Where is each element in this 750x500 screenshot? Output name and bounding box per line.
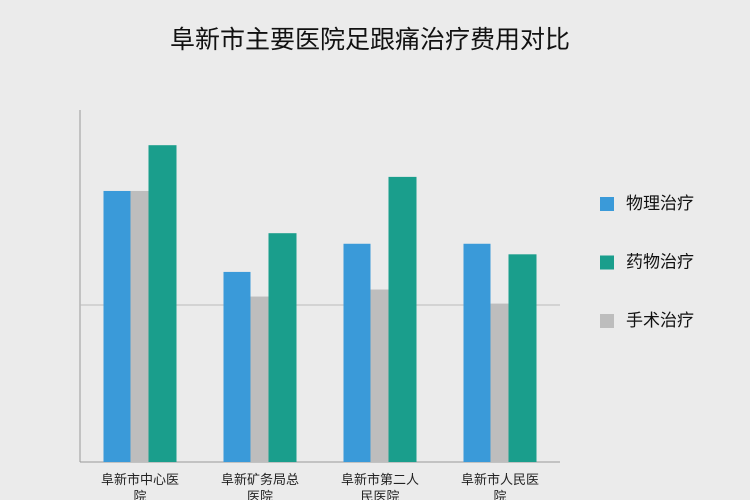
x-tick-label: 阜新市中心医院 [100, 473, 179, 500]
bar [250, 296, 269, 462]
legend-swatch [600, 314, 614, 328]
bar [103, 190, 131, 462]
bar [508, 254, 537, 462]
bar [388, 176, 417, 462]
x-tick-label: 阜新市第二人民医院 [340, 473, 419, 500]
legend-swatch [600, 255, 614, 270]
chart-title: 阜新市主要医院足跟痛治疗费用对比 [169, 25, 570, 54]
bar [130, 190, 149, 462]
legend-swatch [600, 197, 614, 211]
bar [343, 243, 371, 462]
bar [490, 303, 509, 462]
bar [463, 243, 491, 462]
legend-label: 药物治疗 [626, 253, 694, 273]
x-tick-label: 阜新矿务局总医院 [220, 473, 299, 500]
bar [148, 145, 177, 462]
x-tick-label: 阜新市人民医院 [460, 473, 539, 500]
bar [370, 289, 389, 462]
bar [223, 271, 251, 462]
legend-label: 物理治疗 [626, 194, 694, 214]
bar [268, 233, 297, 462]
legend-label: 手术治疗 [626, 311, 694, 331]
